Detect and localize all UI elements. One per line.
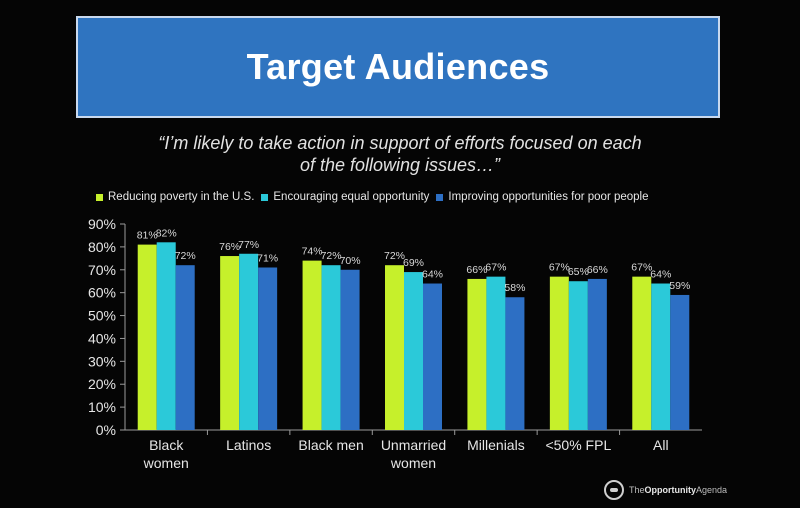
bar xyxy=(239,253,259,430)
x-tick-label: women xyxy=(143,455,189,471)
data-label: 59% xyxy=(669,280,690,292)
bar xyxy=(220,256,240,430)
logo-icon xyxy=(604,480,624,500)
bar xyxy=(321,265,341,430)
bar xyxy=(258,267,278,430)
chart-subtitle: “I’m likely to take action in support of… xyxy=(100,132,700,176)
data-label: 74% xyxy=(302,246,323,258)
legend-swatch-2 xyxy=(261,193,269,201)
x-tick-label: All xyxy=(653,437,669,453)
x-tick-label: Millenials xyxy=(467,437,525,453)
data-label: 76% xyxy=(219,241,240,253)
data-label: 58% xyxy=(504,282,525,294)
data-label: 65% xyxy=(568,266,589,278)
data-label: 69% xyxy=(403,257,424,269)
x-tick-label: Black men xyxy=(298,437,363,453)
data-label: 72% xyxy=(321,250,342,262)
bar xyxy=(486,276,506,430)
bar xyxy=(632,276,652,430)
x-tick-label: <50% FPL xyxy=(545,437,611,453)
opportunity-agenda-logo: TheOpportunityAgenda xyxy=(604,478,727,502)
data-label: 67% xyxy=(631,262,652,274)
bar xyxy=(670,294,690,430)
data-label: 72% xyxy=(384,250,405,262)
logo-text: TheOpportunityAgenda xyxy=(629,485,728,495)
bar xyxy=(423,283,442,430)
bar xyxy=(175,265,195,430)
x-tick-label: Black xyxy=(149,437,184,453)
legend-item-2: Encouraging equal opportunity xyxy=(261,191,429,203)
bar xyxy=(385,265,404,430)
subtitle-line-1: “I’m likely to take action in support of… xyxy=(158,133,642,153)
x-tick-label: women xyxy=(390,455,436,471)
bar xyxy=(587,278,607,430)
bar xyxy=(137,244,157,430)
data-label: 66% xyxy=(587,264,608,276)
y-tick-label: 10% xyxy=(88,399,116,415)
y-tick-label: 20% xyxy=(88,376,116,392)
x-tick-label: Latinos xyxy=(226,437,271,453)
data-label: 81% xyxy=(137,230,158,242)
data-label: 67% xyxy=(485,262,506,274)
y-tick-label: 30% xyxy=(88,353,116,369)
legend-swatch-1 xyxy=(96,193,103,201)
legend-swatch-3 xyxy=(436,193,444,201)
data-label: 71% xyxy=(257,252,278,264)
legend-label-3: Improving opportunities for poor people xyxy=(448,191,649,203)
data-label: 77% xyxy=(238,239,259,251)
y-tick-label: 50% xyxy=(88,308,116,324)
data-label: 67% xyxy=(549,262,570,274)
legend-label-1: Reducing poverty in the U.S. xyxy=(108,191,255,203)
x-tick-label: Unmarried xyxy=(381,437,446,453)
title-banner: Target Audiences xyxy=(76,16,720,118)
legend-label-2: Encouraging equal opportunity xyxy=(273,191,430,203)
subtitle-line-2: of the following issues…” xyxy=(299,155,501,175)
y-tick-label: 70% xyxy=(88,262,116,278)
data-label: 70% xyxy=(340,255,361,267)
y-tick-label: 40% xyxy=(88,330,116,346)
bar xyxy=(505,297,525,430)
bar xyxy=(156,242,176,430)
bar xyxy=(651,283,671,430)
bar xyxy=(340,269,360,430)
y-tick-label: 60% xyxy=(88,285,116,301)
y-tick-label: 90% xyxy=(88,216,116,232)
bar xyxy=(467,278,487,430)
bar xyxy=(568,281,588,430)
chart-legend: Reducing poverty in the U.S. Encouraging … xyxy=(96,188,736,206)
legend-item-1: Reducing poverty in the U.S. xyxy=(96,191,254,203)
data-label: 82% xyxy=(156,227,177,239)
data-label: 66% xyxy=(466,264,487,276)
y-tick-label: 0% xyxy=(96,422,116,438)
bar xyxy=(404,272,423,430)
legend-item-3: Improving opportunities for poor people xyxy=(436,191,649,203)
data-label: 64% xyxy=(422,269,443,281)
y-tick-label: 80% xyxy=(88,239,116,255)
bar xyxy=(549,276,569,430)
data-label: 64% xyxy=(650,269,671,281)
page-title: Target Audiences xyxy=(246,46,550,87)
data-label: 72% xyxy=(175,250,196,262)
bar xyxy=(302,260,322,430)
